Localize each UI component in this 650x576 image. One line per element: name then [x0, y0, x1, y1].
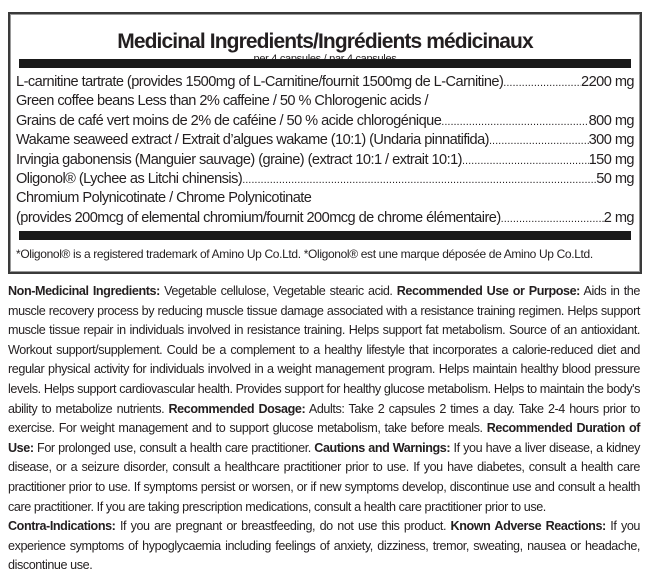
section-label: Recommended Dosage: — [168, 401, 306, 416]
section-label: Cautions and Warnings: — [314, 440, 451, 455]
ingredient-row: Grains de café vert moins de 2% de caféi… — [16, 112, 635, 131]
ingredient-row: Wakame seaweed extract / Extrait d’algue… — [16, 131, 635, 150]
divider-bar-top — [19, 59, 631, 68]
ingredient-row: Oligonol® (Lychee as Litchi chinensis)50… — [16, 170, 635, 189]
section-label: Non-Medicinal Ingredients: — [8, 284, 160, 298]
section-label: Contra-Indications: — [8, 519, 116, 534]
trademark-footnote: *Oligonol® is a registered trademark of … — [16, 247, 593, 261]
section-label: Known Adverse Reactions: — [450, 519, 607, 534]
ingredient-row: L-carnitine tartrate (provides 1500mg of… — [16, 73, 635, 92]
section-label: Recommended Duration of Use: — [8, 421, 640, 455]
medicinal-ingredients-panel: Medicinal Ingredients/Ingrédients médici… — [8, 12, 642, 274]
ingredient-row: (provides 200mcg of elemental chromium/f… — [16, 209, 635, 228]
ingredient-row: Green coffee beans Less than 2% caffeine… — [16, 93, 429, 110]
ingredient-row: Irvingia gabonensis (Manguier sauvage) (… — [16, 151, 635, 170]
panel-title: Medicinal Ingredients/Ingrédients médici… — [117, 30, 533, 53]
divider-bar-bottom — [19, 231, 631, 240]
ingredient-list: L-carnitine tartrate (provides 1500mg of… — [16, 73, 635, 228]
section-label: Recommended Use or Purpose: — [396, 284, 581, 298]
ingredient-row: Chromium Polynicotinate / Chrome Polynic… — [16, 190, 312, 207]
product-information-text: Non-Medicinal Ingredients: Vegetable cel… — [8, 284, 641, 573]
